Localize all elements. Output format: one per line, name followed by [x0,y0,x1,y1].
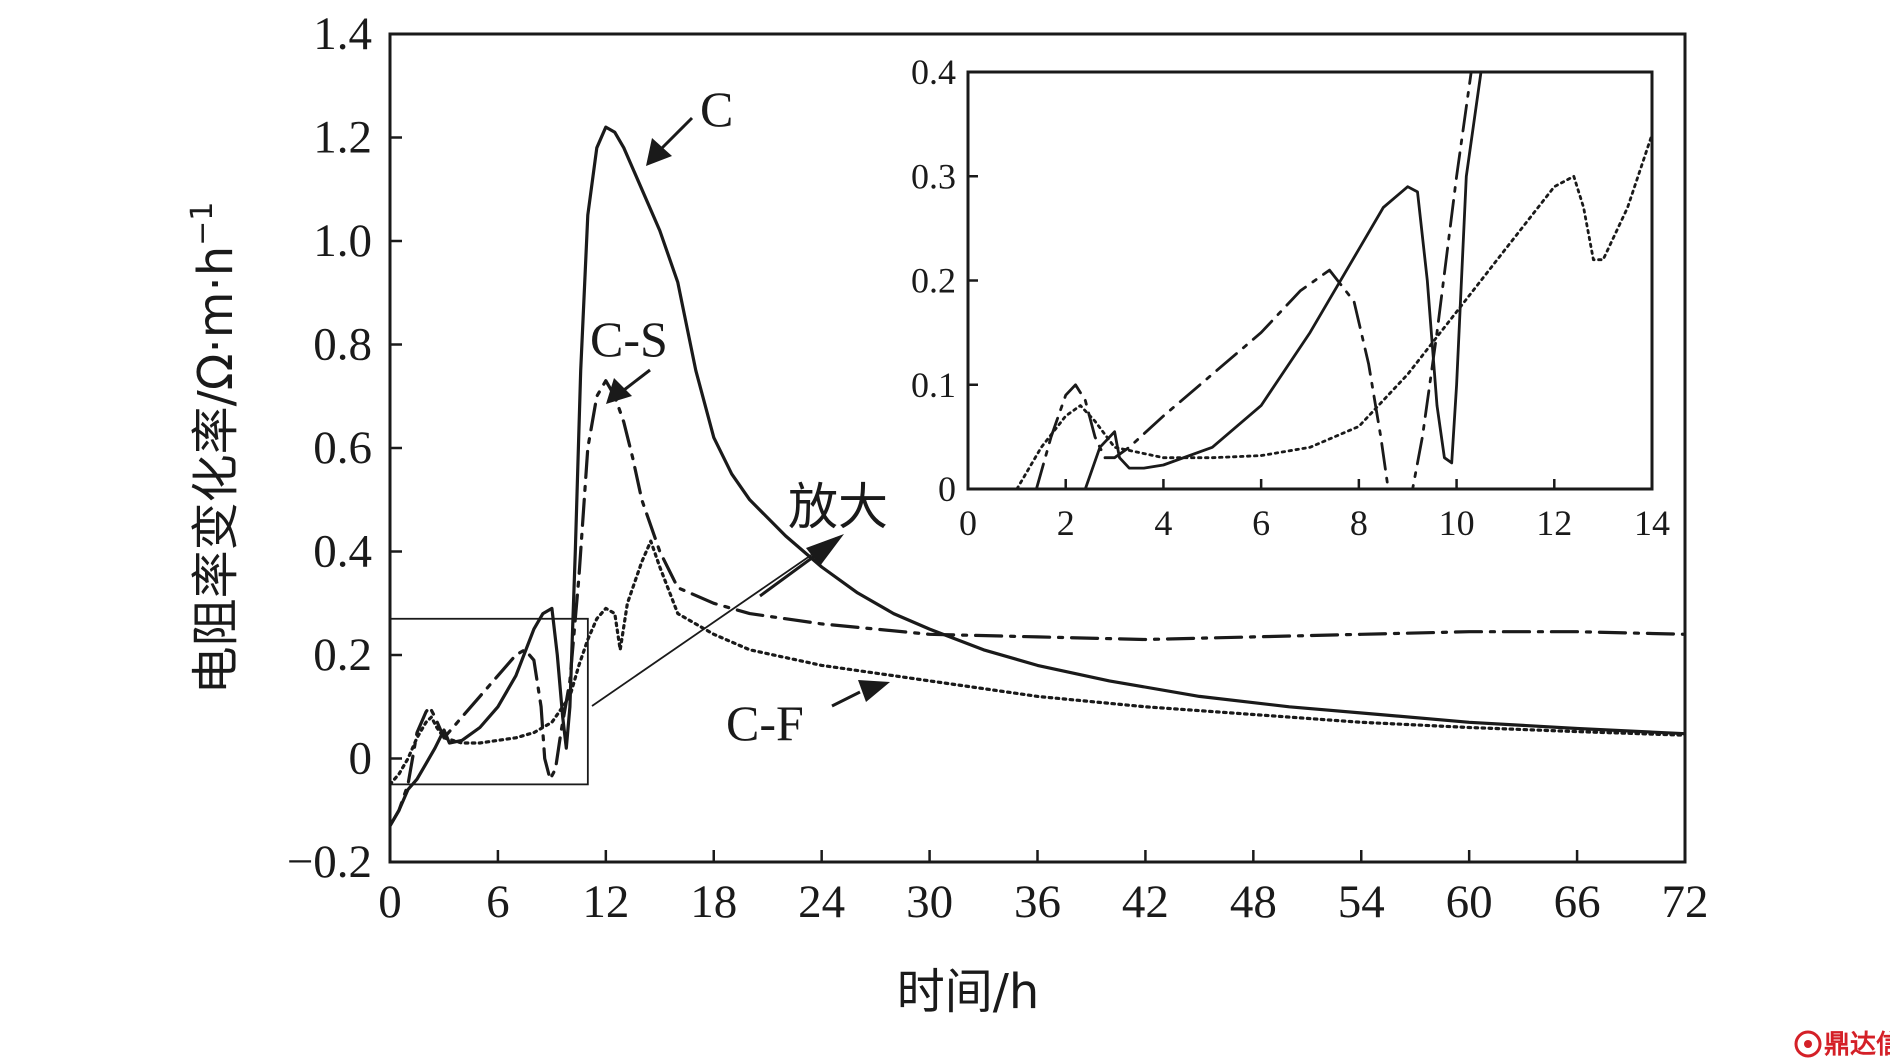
main-x-tick-label: 12 [582,876,629,928]
watermark-logo: 鼎达信 [1794,1030,1890,1060]
main-x-tick-label: 0 [378,876,402,928]
inset-x-tick-label: 6 [1252,503,1270,543]
main-x-tick-label: 48 [1230,876,1277,928]
main-y-tick-label: 0.4 [313,526,372,578]
main-y-tick-label: 1.2 [313,112,372,164]
main-x-tick-label: 66 [1554,876,1601,928]
main-y-tick-label: 0.8 [313,319,372,371]
label-c-f: C-F [726,695,804,751]
watermark-icon [1794,1030,1822,1058]
inset-background [968,72,1652,489]
arrow-c-s-shaft [623,368,651,392]
inset-y-tick-label: 0 [938,469,956,509]
y-axis-title-sup: −1 [185,202,220,246]
main-x-tick-label: 6 [486,876,510,928]
inset-series-c-f [1015,133,1652,489]
main-x-tick-label: 42 [1122,876,1169,928]
inset-x-tick-label: 4 [1154,503,1172,543]
inset-y-tick-label: 0.2 [911,261,956,301]
inset-y-tick-label: 0.1 [911,365,956,405]
label-c-s: C-S [590,311,668,367]
x-axis-title: 时间/h [897,964,1040,1020]
main-series [390,125,1685,828]
arrow-c-s-head [606,378,632,404]
arrow-c-f-shaft [831,690,861,708]
inset-ticks: 0 2 4 6 8 10 12 14 0 0.1 0.2 0.3 0.4 [911,52,1670,543]
label-c: C [700,81,733,137]
inset-x-tick-label: 2 [1057,503,1075,543]
arrow-c-f-head [858,680,890,702]
arrow-c-head [646,138,672,166]
main-x-tick-label: 36 [1014,876,1061,928]
arrow-c-shaft [658,116,694,152]
y-axis-title: 电阻率变化率/Ω·m·h−1 [185,202,244,695]
inset-x-tick-label: 0 [959,503,977,543]
inset-series-c-s [1035,72,1473,489]
main-x-tick-label: 24 [798,876,845,928]
inset-x-tick-label: 14 [1634,503,1670,543]
zoom-arrow-shaft [759,550,821,598]
main-x-tick-label: 30 [906,876,953,928]
inset-series-c [1083,72,1483,489]
y-axis-title-text: 电阻率变化率/Ω·m·h [188,246,244,695]
main-y-tick-label: 0.6 [313,422,372,474]
zoom-label: 放大 [788,478,888,536]
inset-x-tick-label: 12 [1536,503,1572,543]
watermark-text: 鼎达信 [1824,1030,1890,1060]
inset-y-tick-label: 0.3 [911,156,956,196]
svg-text:电阻率变化率/Ω·m·h−1: 电阻率变化率/Ω·m·h−1 [185,202,244,695]
main-y-tick-label: 0 [349,733,373,785]
main-x-tick-label: 18 [690,876,737,928]
main-x-tick-label: 60 [1446,876,1493,928]
inset-y-tick-label: 0.4 [911,52,956,92]
zoom-arrowhead [806,534,844,566]
zoom-connector-line [591,537,837,707]
inset-x-tick-label: 8 [1350,503,1368,543]
inset-x-tick-label: 10 [1439,503,1475,543]
main-y-tick-label: 1.0 [313,215,372,267]
main-y-tick-label: −0.2 [287,836,372,888]
zoom-box [389,617,589,786]
main-series-c-f [390,539,1685,787]
main-x-tick-label: 54 [1338,876,1385,928]
main-x-tick-label: 72 [1662,876,1709,928]
main-ticks: 0 6 12 18 24 30 36 42 48 54 60 66 72−0.200.20.40.60.… [287,8,1709,928]
main-y-tick-label: 0.2 [313,629,372,681]
inset-series [1015,72,1652,489]
main-y-tick-label: 1.4 [313,8,372,60]
